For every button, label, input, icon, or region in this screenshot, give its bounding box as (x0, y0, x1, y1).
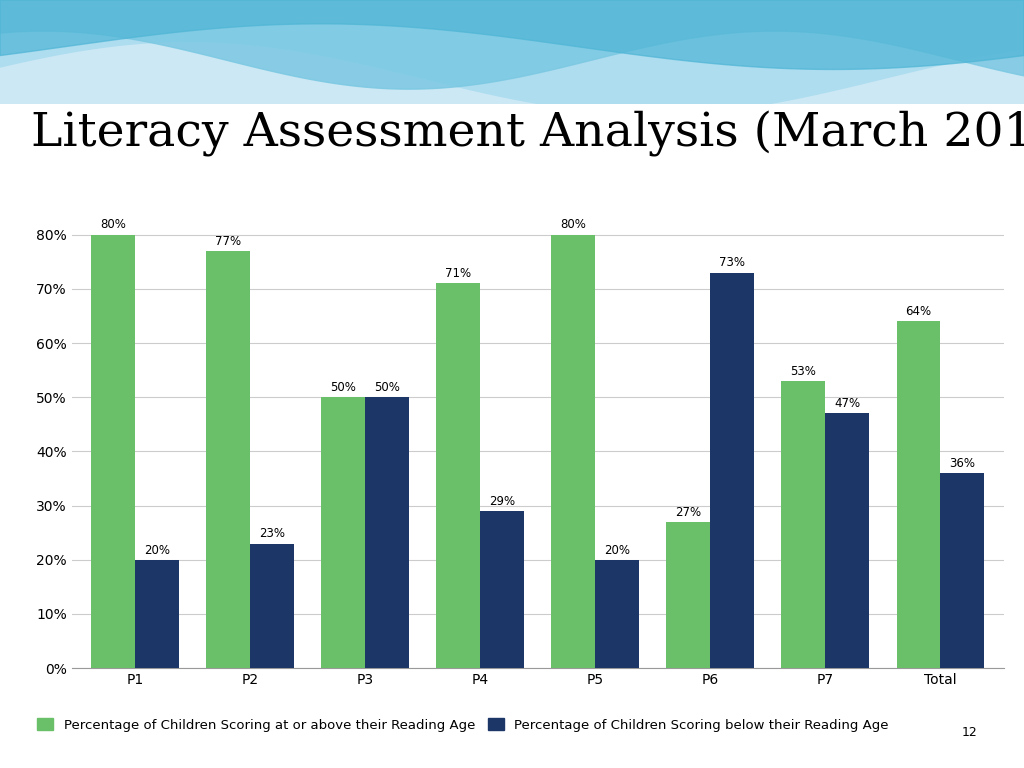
Text: 50%: 50% (331, 381, 356, 394)
Bar (322, 397, 365, 668)
Text: 50%: 50% (374, 381, 399, 394)
Bar (91, 235, 135, 668)
Text: 29%: 29% (488, 495, 515, 508)
Bar (897, 321, 940, 668)
Text: 80%: 80% (100, 218, 126, 231)
Bar (781, 381, 825, 668)
Text: 20%: 20% (143, 544, 170, 557)
Bar (711, 273, 754, 668)
Polygon shape (0, 0, 1024, 114)
Bar (595, 560, 639, 668)
Polygon shape (0, 0, 1024, 89)
Polygon shape (0, 0, 1024, 69)
Bar (250, 544, 294, 668)
Legend: Percentage of Children Scoring at or above their Reading Age, Percentage of Chil: Percentage of Children Scoring at or abo… (32, 713, 894, 737)
Text: 71%: 71% (445, 267, 471, 280)
Text: 64%: 64% (905, 305, 932, 318)
Bar (206, 251, 250, 668)
Text: 53%: 53% (791, 365, 816, 378)
Text: 23%: 23% (259, 528, 285, 540)
Text: 36%: 36% (949, 457, 975, 470)
Text: Literacy Assessment Analysis (March 2017): Literacy Assessment Analysis (March 2017… (31, 111, 1024, 157)
Bar (480, 511, 524, 668)
Text: 80%: 80% (560, 218, 586, 231)
Bar (365, 397, 409, 668)
Bar (436, 283, 480, 668)
Bar (940, 473, 984, 668)
Bar (667, 522, 711, 668)
Text: 20%: 20% (604, 544, 630, 557)
Text: 47%: 47% (834, 397, 860, 410)
Bar (825, 413, 869, 668)
Bar (135, 560, 178, 668)
Bar (551, 235, 595, 668)
Text: 77%: 77% (215, 235, 242, 247)
Text: 73%: 73% (719, 257, 745, 270)
Text: 12: 12 (963, 726, 978, 739)
Text: 27%: 27% (675, 505, 701, 518)
